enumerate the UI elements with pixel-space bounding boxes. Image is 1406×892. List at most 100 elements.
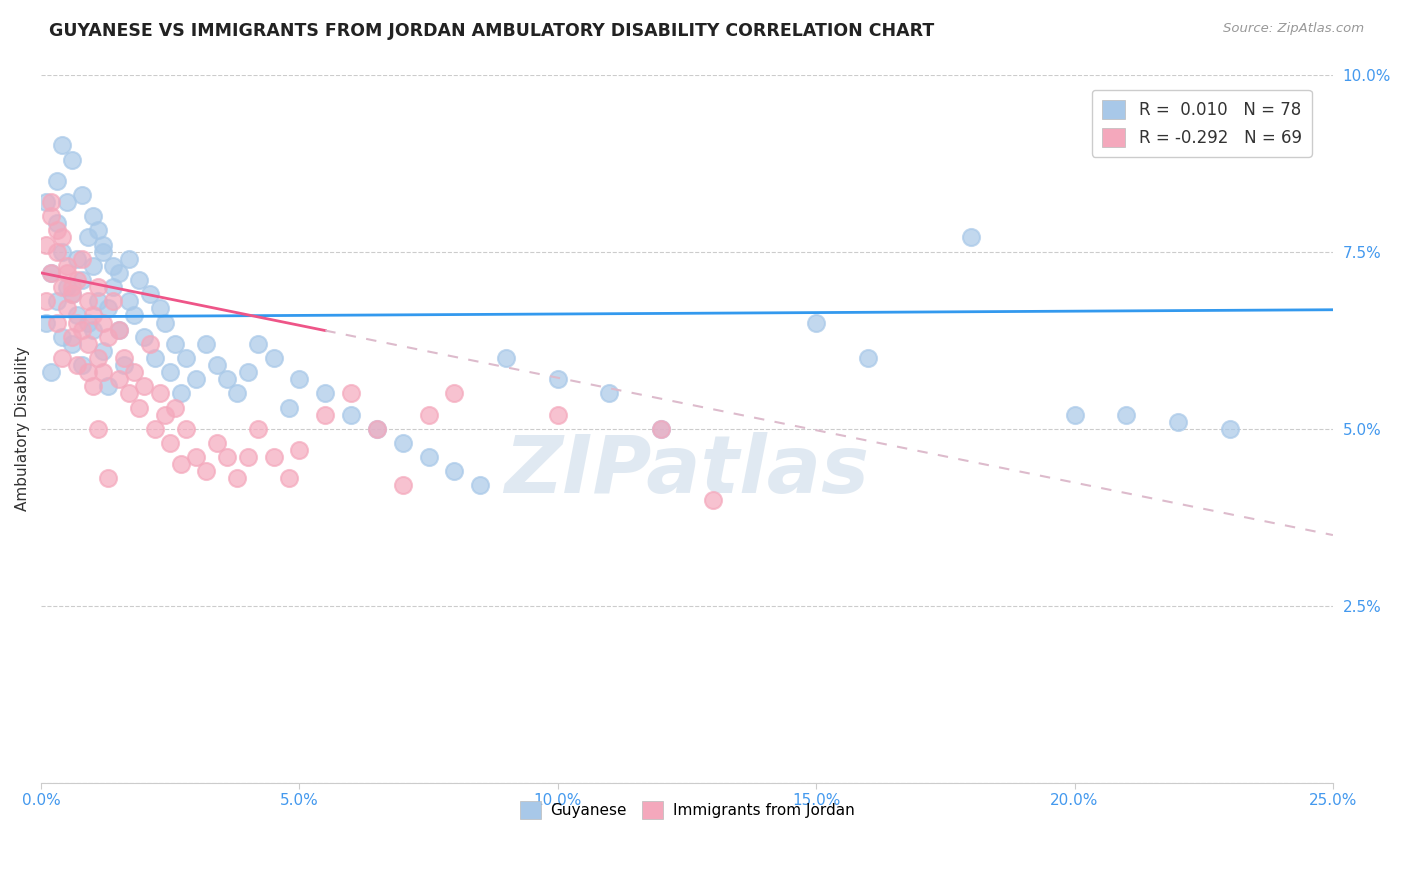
Point	[82, 209, 104, 223]
Point	[159, 436, 181, 450]
Point	[82, 259, 104, 273]
Point	[107, 372, 129, 386]
Point	[169, 386, 191, 401]
Point	[103, 259, 125, 273]
Point	[72, 273, 94, 287]
Point	[91, 343, 114, 358]
Point	[66, 309, 89, 323]
Point	[340, 408, 363, 422]
Point	[76, 294, 98, 309]
Point	[56, 195, 79, 210]
Point	[547, 408, 569, 422]
Point	[702, 492, 724, 507]
Point	[443, 386, 465, 401]
Point	[35, 237, 58, 252]
Point	[195, 464, 218, 478]
Point	[856, 351, 879, 365]
Point	[51, 329, 73, 343]
Point	[495, 351, 517, 365]
Point	[195, 336, 218, 351]
Point	[366, 422, 388, 436]
Point	[153, 408, 176, 422]
Point	[226, 471, 249, 485]
Point	[391, 478, 413, 492]
Point	[418, 450, 440, 464]
Point	[60, 153, 83, 167]
Point	[45, 174, 67, 188]
Point	[128, 401, 150, 415]
Point	[1219, 422, 1241, 436]
Point	[87, 294, 110, 309]
Point	[247, 422, 270, 436]
Point	[118, 252, 141, 266]
Point	[51, 138, 73, 153]
Point	[217, 372, 239, 386]
Point	[960, 230, 983, 244]
Point	[51, 230, 73, 244]
Point	[41, 266, 63, 280]
Point	[60, 287, 83, 301]
Point	[87, 422, 110, 436]
Point	[314, 386, 336, 401]
Point	[217, 450, 239, 464]
Point	[87, 280, 110, 294]
Point	[45, 294, 67, 309]
Point	[236, 450, 259, 464]
Point	[340, 386, 363, 401]
Point	[143, 422, 166, 436]
Point	[45, 216, 67, 230]
Point	[66, 358, 89, 372]
Point	[51, 280, 73, 294]
Point	[184, 450, 207, 464]
Point	[107, 322, 129, 336]
Point	[149, 386, 172, 401]
Point	[153, 316, 176, 330]
Point	[236, 365, 259, 379]
Point	[650, 422, 672, 436]
Point	[1115, 408, 1137, 422]
Point	[247, 336, 270, 351]
Point	[91, 237, 114, 252]
Point	[165, 336, 187, 351]
Point	[134, 329, 156, 343]
Text: GUYANESE VS IMMIGRANTS FROM JORDAN AMBULATORY DISABILITY CORRELATION CHART: GUYANESE VS IMMIGRANTS FROM JORDAN AMBUL…	[49, 22, 935, 40]
Point	[1167, 415, 1189, 429]
Point	[87, 351, 110, 365]
Point	[76, 336, 98, 351]
Point	[51, 244, 73, 259]
Point	[91, 244, 114, 259]
Point	[82, 309, 104, 323]
Point	[41, 365, 63, 379]
Point	[418, 408, 440, 422]
Point	[165, 401, 187, 415]
Point	[174, 351, 197, 365]
Point	[66, 273, 89, 287]
Point	[547, 372, 569, 386]
Point	[76, 316, 98, 330]
Legend: Guyanese, Immigrants from Jordan: Guyanese, Immigrants from Jordan	[513, 795, 860, 825]
Point	[598, 386, 620, 401]
Point	[60, 287, 83, 301]
Point	[128, 273, 150, 287]
Point	[82, 379, 104, 393]
Text: Source: ZipAtlas.com: Source: ZipAtlas.com	[1223, 22, 1364, 36]
Point	[41, 266, 63, 280]
Point	[205, 436, 228, 450]
Point	[122, 309, 145, 323]
Point	[112, 351, 135, 365]
Point	[103, 280, 125, 294]
Point	[159, 365, 181, 379]
Point	[288, 443, 311, 458]
Point	[35, 195, 58, 210]
Point	[66, 252, 89, 266]
Point	[314, 408, 336, 422]
Point	[41, 195, 63, 210]
Text: ZIPatlas: ZIPatlas	[505, 433, 869, 510]
Point	[470, 478, 492, 492]
Point	[263, 351, 285, 365]
Point	[51, 351, 73, 365]
Point	[97, 301, 120, 316]
Point	[143, 351, 166, 365]
Point	[263, 450, 285, 464]
Y-axis label: Ambulatory Disability: Ambulatory Disability	[15, 346, 30, 511]
